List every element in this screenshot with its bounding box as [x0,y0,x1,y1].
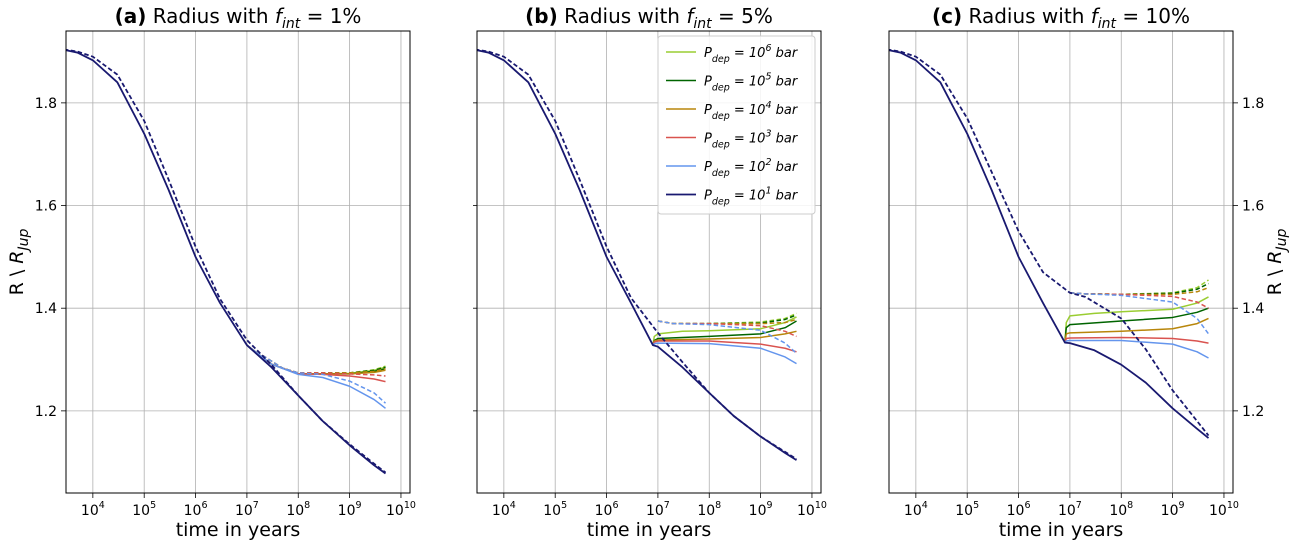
series-line-4 [1064,307,1209,343]
x-axis-label: time in years [999,519,1124,541]
y-tick-label: 1.2 [35,404,57,420]
series-line-6 [652,330,797,346]
x-tick-label: 109 [749,500,773,519]
series-line-2 [246,344,386,375]
x-tick-label: 106 [595,500,619,519]
x-tick-label: 107 [235,500,259,519]
series-line-11 [66,48,387,474]
chart-title: (a) Radius with fint = 1% [115,4,362,32]
chart-panel-2: 104 105 106 107 108 109 1010 (b) Radius with fi… [473,4,827,541]
series-line-4 [246,344,386,375]
series-line-12 [477,49,797,461]
series-line-6 [1064,317,1209,343]
y-tick-label: 1.4 [35,301,57,317]
x-tick-label: 104 [81,500,105,519]
x-tick-label: 104 [904,500,928,519]
x-tick-label: 108 [697,500,721,519]
y-axis-label: R \ RJup [1264,228,1290,295]
chart-panel-1: 104 105 106 107 108 109 1010 1.2 1.4 1.6 1.8 (a) Ra… [6,4,416,541]
series-line-12 [66,49,387,475]
x-tick-label: 109 [1161,500,1185,519]
axes-frame [65,30,411,494]
y-tick-label: 1.2 [1242,404,1264,420]
y-tick-label: 1.6 [35,199,57,215]
x-tick-label: 107 [1058,500,1082,519]
x-tick-label: 104 [492,500,516,519]
series-line-3 [657,314,797,325]
chart-title: (c) Radius with fint = 10% [932,4,1190,32]
series-line-10 [1064,339,1209,359]
series-line-7 [657,320,797,338]
legend-label: Pdep = 102 bar [704,157,799,179]
x-tick-label: 105 [955,500,979,519]
chart-panel-3: 104 105 106 107 108 109 1010 1.2 1.4 1.6 1.8 (c) Ra… [888,4,1290,541]
y-tick-label: 1.4 [1242,301,1264,317]
series-line-2 [652,316,797,346]
series-line-6 [246,344,386,375]
legend: Pdep = 106 bar Pdep = 105 bar Pdep = 104 b… [657,35,816,215]
series-line-7 [1069,292,1209,309]
series-line-8 [652,340,797,353]
series-line-10 [246,344,386,409]
series-line-1 [657,312,797,325]
legend-box [657,35,816,215]
x-tick-label: 1010 [797,500,827,519]
y-tick-label: 1.6 [1242,199,1264,215]
axes-frame [476,30,822,494]
series-line-5 [657,318,797,325]
x-tick-label: 107 [646,500,670,519]
y-tick-label: 1.8 [1242,96,1264,112]
chart-title: (b) Radius with fint = 5% [525,4,773,32]
series-group [66,48,387,475]
series-line-8 [1064,336,1209,344]
legend-label: Pdep = 105 bar [704,72,799,94]
legend-label: Pdep = 103 bar [704,129,799,151]
x-tick-label: 109 [338,500,362,519]
series-group [477,48,798,461]
axes-frame [888,30,1234,494]
series-line-9 [1069,292,1210,335]
x-tick-label: 1010 [386,500,416,519]
series-line-10 [652,342,797,365]
series-line-1 [1069,279,1209,296]
x-tick-label: 1010 [1209,500,1239,519]
series-line-9 [657,320,798,354]
x-tick-label: 106 [1007,500,1031,519]
series-line-1 [261,354,386,374]
legend-label: Pdep = 106 bar [704,43,799,65]
x-axis-label: time in years [176,519,301,541]
legend-label: Pdep = 104 bar [704,100,799,122]
x-tick-label: 105 [543,500,567,519]
y-axis-label: R \ RJup [6,228,32,295]
series-line-3 [1069,282,1209,296]
x-axis-label: time in years [587,519,712,541]
series-line-12 [889,49,1210,439]
x-tick-label: 108 [1109,500,1133,519]
series-line-5 [1069,286,1209,296]
y-tick-label: 1.8 [35,96,57,112]
x-tick-label: 108 [286,500,310,519]
series-line-2 [1064,296,1209,343]
x-tick-label: 105 [132,500,156,519]
x-tick-label: 106 [184,500,208,519]
series-line-11 [889,48,1210,437]
series-group [889,48,1210,439]
legend-label: Pdep = 101 bar [704,186,799,208]
